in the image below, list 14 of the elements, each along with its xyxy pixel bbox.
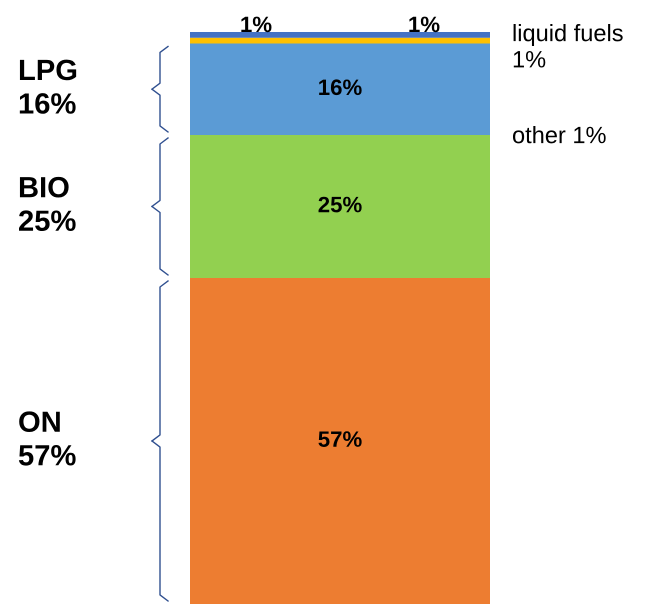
text: liquid fuels 1% — [514, 24, 623, 68]
text: BIO 25% — [19, 176, 76, 232]
data-label: 1% — [409, 16, 440, 32]
data-label: 1% — [241, 16, 272, 32]
data-label: 16% — [319, 79, 362, 96]
data-label: 25% — [318, 196, 362, 212]
text: ON 57% — [18, 411, 76, 466]
bar — [190, 38, 490, 44]
text: other 1% — [512, 126, 606, 144]
bar — [190, 134, 490, 278]
bar — [190, 43, 490, 135]
bar — [190, 32, 490, 38]
text: LPG 16% — [20, 60, 76, 114]
data-label: 57% — [318, 431, 362, 447]
